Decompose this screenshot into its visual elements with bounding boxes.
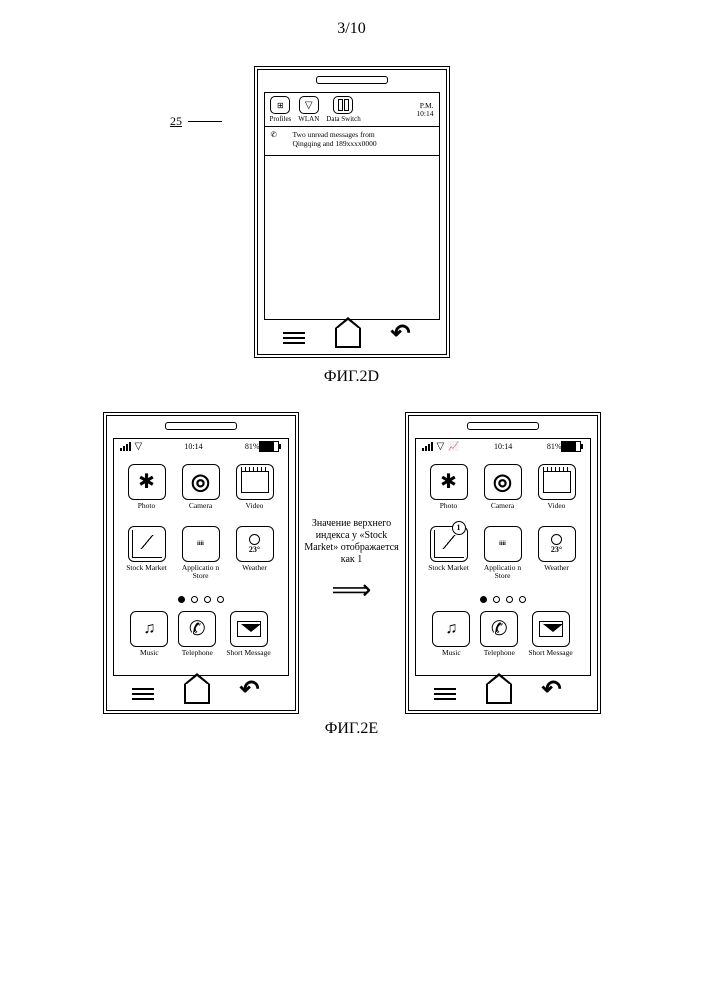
dock-telephone[interactable]: Telephone (178, 611, 216, 667)
stock-status-icon: 📈 (448, 441, 459, 452)
home-button[interactable] (184, 684, 210, 704)
homescreen-right: ▽ 📈 10:14 81% Photo (415, 438, 591, 676)
wifi-icon: ▽ (135, 441, 143, 452)
phone-fig2d: ⊞ Profiles ▽ WLAN Data Switch P.M. 10:14 (254, 66, 450, 358)
app-camera[interactable]: Camera (482, 464, 524, 520)
qs-wlan[interactable]: ▽ WLAN (298, 96, 319, 123)
dock-music[interactable]: Music (130, 611, 168, 667)
envelope-icon (532, 611, 570, 647)
envelope-icon (230, 611, 268, 647)
app-weather[interactable]: 23° Weather (234, 526, 276, 582)
app-store[interactable]: iiii Applicatio n Store (482, 526, 524, 582)
clapper-icon (538, 464, 576, 500)
wifi-icon: ▽ (299, 96, 319, 114)
app-camera[interactable]: Camera (180, 464, 222, 520)
speaker (467, 422, 539, 430)
dock-telephone[interactable]: Telephone (480, 611, 518, 667)
clock: 10:14 (494, 442, 512, 451)
transition-caption: Значение верхнего индекса у «Stock Marke… (304, 518, 400, 608)
app-video[interactable]: Video (234, 464, 276, 520)
nav-bar: ↶ (107, 676, 295, 710)
nav-bar: ↶ (409, 676, 597, 710)
app-stock-market[interactable]: 1 Stock Market (428, 526, 470, 582)
quick-settings-row: ⊞ Profiles ▽ WLAN Data Switch P.M. 10:14 (265, 93, 439, 127)
qs-label: Profiles (270, 115, 292, 123)
store-icon: iiii (484, 526, 522, 562)
fig-2d-container: 25 ⊞ Profiles ▽ WLAN Data Switch (0, 66, 703, 358)
app-video[interactable]: Video (536, 464, 578, 520)
dock-short-message[interactable]: Short Message (528, 611, 572, 667)
phone-icon (178, 611, 216, 647)
page-indicator (416, 586, 590, 609)
page-indicator (114, 586, 288, 609)
signal-icon (422, 442, 433, 451)
apps-grid: Photo Camera Video Stock Market (114, 452, 288, 586)
app-stock-market[interactable]: Stock Market (126, 526, 168, 582)
clapper-icon (236, 464, 274, 500)
wifi-icon: ▽ (437, 441, 445, 452)
weather-icon: 23° (236, 526, 274, 562)
callout-leader (188, 121, 222, 122)
back-button[interactable]: ↶ (240, 687, 270, 702)
home-button[interactable] (335, 328, 361, 348)
notification-text: Two unread messages from Qingqing and 18… (293, 130, 377, 152)
phone-right: ▽ 📈 10:14 81% Photo (405, 412, 601, 714)
app-store[interactable]: iiii Applicatio n Store (180, 526, 222, 582)
app-photo[interactable]: Photo (126, 464, 168, 520)
fig-label-2d: ФИГ.2D (0, 368, 703, 386)
chart-icon (128, 526, 166, 562)
app-photo[interactable]: Photo (428, 464, 470, 520)
fig-label-2e: ФИГ.2E (0, 720, 703, 738)
speaker (165, 422, 237, 430)
badge-stock: 1 (452, 521, 466, 535)
menu-button[interactable] (434, 685, 456, 703)
status-bar: ▽ 📈 10:14 81% (416, 439, 590, 452)
store-icon: iiii (182, 526, 220, 562)
qs-data-switch[interactable]: Data Switch (326, 96, 360, 123)
menu-button[interactable] (132, 685, 154, 703)
clock: 10:14 (184, 442, 202, 451)
back-button[interactable]: ↶ (391, 331, 421, 346)
qs-label: WLAN (298, 115, 319, 123)
notification-row[interactable]: ✆ Two unread messages from Qingqing and … (265, 127, 439, 156)
nav-bar: ↶ (258, 320, 446, 354)
qs-profiles[interactable]: ⊞ Profiles (270, 96, 292, 123)
music-icon (432, 611, 470, 647)
camera-icon (182, 464, 220, 500)
home-button[interactable] (486, 684, 512, 704)
apps-grid: Photo Camera Video 1 Stock Market (416, 452, 590, 586)
page-number: 3/10 (0, 0, 703, 66)
data-switch-icon (333, 96, 353, 114)
menu-button[interactable] (283, 329, 305, 347)
dock: Music Telephone Short Message (416, 609, 590, 675)
phone-icon (480, 611, 518, 647)
dock-music[interactable]: Music (432, 611, 470, 667)
dock: Music Telephone Short Message (114, 609, 288, 675)
flower-icon (128, 464, 166, 500)
fig-2e-container: ▽ 10:14 81% Photo Camera (0, 412, 703, 714)
camera-icon (484, 464, 522, 500)
homescreen-left: ▽ 10:14 81% Photo Camera (113, 438, 289, 676)
music-icon (130, 611, 168, 647)
weather-icon: 23° (538, 526, 576, 562)
signal-icon (120, 442, 131, 451)
phone-left: ▽ 10:14 81% Photo Camera (103, 412, 299, 714)
phone-icon: ✆ (271, 130, 287, 144)
arrow-right-icon: ⟹ (304, 574, 400, 608)
callout-25: 25 (170, 114, 182, 129)
status-bar: ▽ 10:14 81% (114, 439, 288, 452)
battery-icon: 81% (547, 441, 584, 452)
flower-icon (430, 464, 468, 500)
dock-short-message[interactable]: Short Message (226, 611, 270, 667)
speaker (316, 76, 388, 84)
grid-icon: ⊞ (270, 96, 290, 114)
clock: P.M. 10:14 (416, 102, 433, 118)
qs-label: Data Switch (326, 115, 360, 123)
battery-icon: 81% (245, 441, 282, 452)
app-weather[interactable]: 23° Weather (536, 526, 578, 582)
back-button[interactable]: ↶ (542, 687, 572, 702)
screen-fig2d: ⊞ Profiles ▽ WLAN Data Switch P.M. 10:14 (264, 92, 440, 320)
